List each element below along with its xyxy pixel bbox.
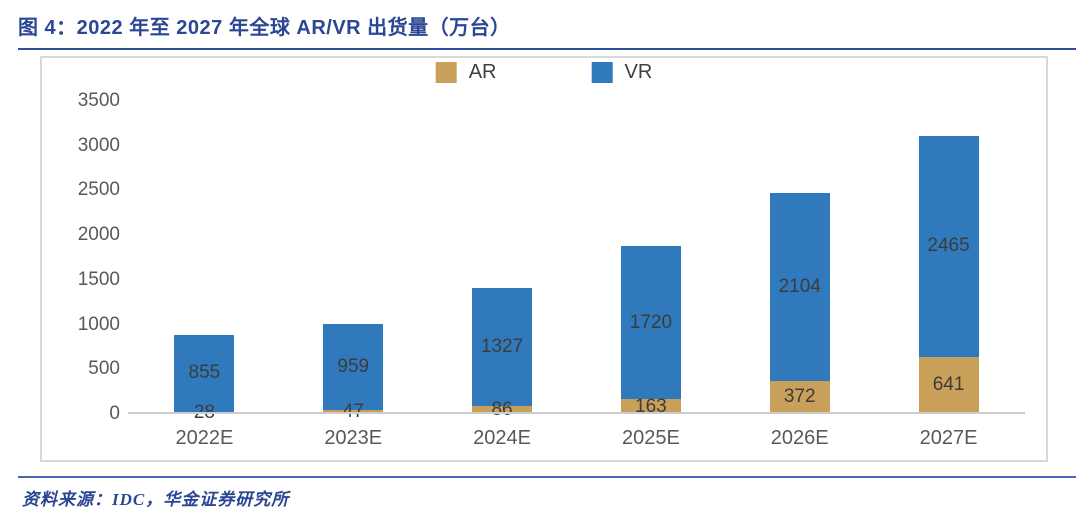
stacked-bar: 2104 372 bbox=[769, 192, 830, 414]
x-axis-label: 2027E bbox=[919, 427, 978, 449]
legend-item-vr: VR bbox=[591, 61, 653, 84]
vr-value-label: 959 bbox=[337, 355, 370, 377]
ar-segment: 86 bbox=[472, 400, 533, 420]
stacked-bar: 959 47 bbox=[323, 324, 384, 421]
bar-group-2024e: 1327 86 2024E bbox=[428, 101, 577, 449]
vr-legend-swatch bbox=[591, 62, 613, 83]
ar-segment: 641 bbox=[918, 356, 979, 414]
ar-value-label: 641 bbox=[932, 374, 965, 396]
figure-title: 图 4：2022 年至 2027 年全球 AR/VR 出货量（万台） bbox=[18, 17, 511, 39]
ar-value-label: 372 bbox=[783, 386, 816, 408]
bar-group-2026e: 2104 372 2026E bbox=[725, 101, 874, 449]
vr-value-label: 855 bbox=[188, 362, 221, 384]
y-tick-label: 2500 bbox=[77, 179, 120, 201]
stacked-bar: 1720 163 bbox=[620, 245, 681, 417]
bar-group-2025e: 1720 163 2025E bbox=[576, 101, 725, 449]
y-tick-label: 3500 bbox=[77, 90, 120, 111]
ar-segment: 47 bbox=[323, 401, 384, 421]
ar-segment: 372 bbox=[769, 380, 830, 414]
x-axis-label: 2025E bbox=[621, 427, 680, 449]
x-axis-label: 2022E bbox=[175, 427, 234, 449]
ar-legend-label: AR bbox=[468, 61, 497, 83]
vr-value-label: 2465 bbox=[927, 235, 970, 257]
x-axis-label: 2026E bbox=[770, 427, 829, 449]
vr-segment: 1720 bbox=[620, 245, 681, 400]
x-axis-line bbox=[128, 412, 1025, 414]
vr-segment: 959 bbox=[323, 324, 384, 410]
y-tick-label: 1000 bbox=[77, 313, 120, 335]
title-divider bbox=[18, 48, 1076, 50]
plot-area: 855 28 2022E 959 47 2023E 1327 86 2024E 1720 163 20… bbox=[130, 101, 1023, 449]
chart-legend: AR VR bbox=[435, 61, 653, 84]
y-tick-label: 1500 bbox=[77, 268, 120, 290]
vr-segment: 855 bbox=[174, 335, 235, 412]
source-divider bbox=[18, 476, 1076, 478]
ar-value-label: 47 bbox=[342, 400, 364, 422]
vr-value-label: 1720 bbox=[629, 311, 673, 333]
vr-segment: 2465 bbox=[918, 136, 979, 357]
ar-value-label: 86 bbox=[491, 399, 513, 421]
chart-area: AR VR 0 500 1000 1500 2000 2500 3000 3500 855 28 2… bbox=[40, 56, 1048, 462]
vr-segment: 2104 bbox=[769, 192, 830, 381]
legend-item-ar: AR bbox=[435, 61, 497, 84]
y-tick-label: 0 bbox=[109, 403, 120, 424]
vr-segment: 1327 bbox=[472, 287, 533, 407]
y-tick-label: 3000 bbox=[77, 134, 120, 156]
y-tick-label: 500 bbox=[88, 358, 120, 380]
stacked-bar: 855 28 bbox=[174, 335, 235, 422]
x-axis-label: 2024E bbox=[473, 427, 531, 449]
ar-legend-swatch bbox=[435, 62, 457, 83]
bar-group-2022e: 855 28 2022E bbox=[130, 101, 279, 449]
bar-group-2023e: 959 47 2023E bbox=[279, 101, 428, 449]
stacked-bar: 1327 86 bbox=[472, 287, 533, 420]
source-text: 资料来源：IDC，华金证券研究所 bbox=[22, 490, 290, 509]
x-axis-label: 2023E bbox=[324, 427, 383, 449]
vr-value-label: 2104 bbox=[778, 275, 821, 297]
y-tick-label: 2000 bbox=[77, 224, 120, 246]
bar-group-2027e: 2465 641 2027E bbox=[874, 101, 1023, 449]
ar-segment: 163 bbox=[620, 395, 681, 417]
vr-legend-label: VR bbox=[624, 61, 653, 83]
vr-value-label: 1327 bbox=[480, 335, 524, 357]
ar-value-label: 163 bbox=[635, 395, 667, 417]
stacked-bar: 2465 641 bbox=[918, 136, 979, 414]
